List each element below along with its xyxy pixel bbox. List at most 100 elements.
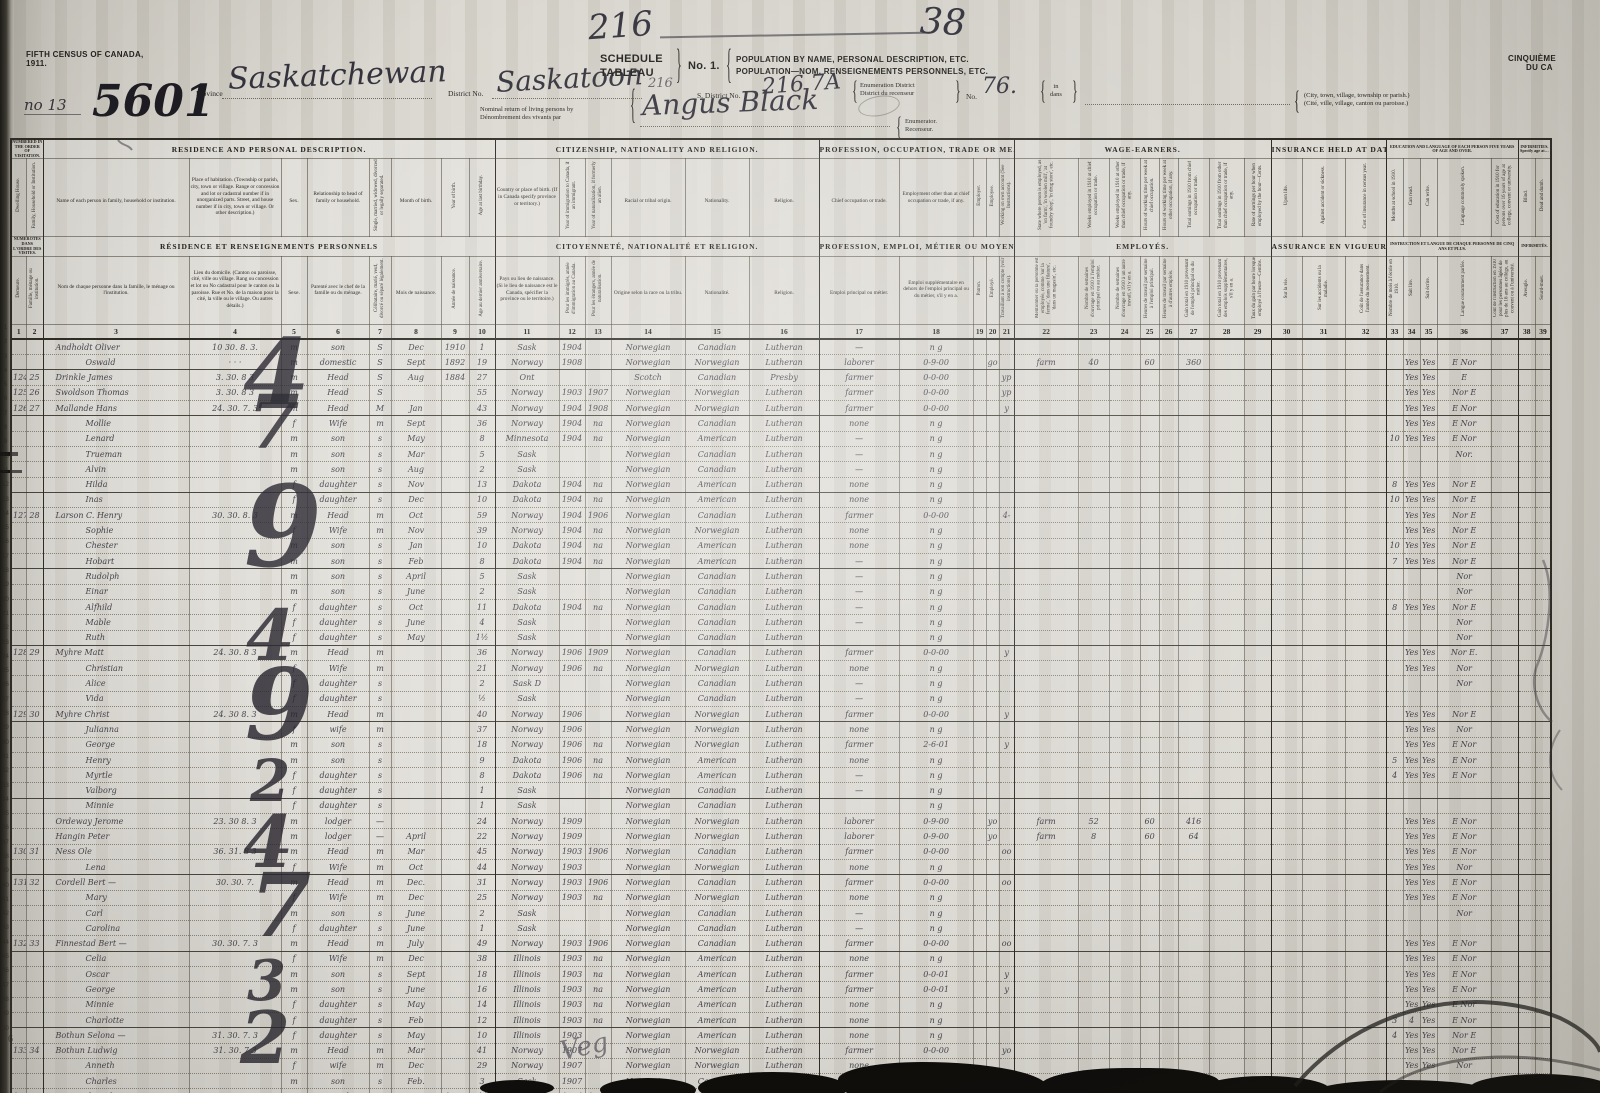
data-cell: [998, 522, 1015, 539]
data-cell: [1108, 415, 1141, 432]
data-cell: [1077, 446, 1110, 463]
data-cell: Presby: [748, 369, 820, 386]
data-cell: [1139, 737, 1160, 753]
data-cell: daughter: [306, 599, 370, 616]
data-cell: [440, 385, 470, 402]
data-cell: n g: [898, 599, 974, 616]
data-cell: [1344, 337, 1387, 356]
data-cell: 1908: [584, 400, 612, 417]
data-cell: [1243, 782, 1272, 799]
data-cell: Yes: [1402, 813, 1421, 830]
data-cell: [1208, 385, 1245, 402]
data-cell: [972, 385, 987, 402]
data-cell: Yes: [1402, 354, 1421, 371]
data-cell: [985, 859, 1000, 876]
data-cell: [1301, 782, 1346, 799]
data-cell: Lutheran: [748, 675, 820, 692]
data-cell: [188, 721, 282, 738]
data-cell: [1077, 507, 1110, 524]
gutter-line-number: 34: [2, 796, 9, 803]
data-cell: [1436, 920, 1492, 937]
data-cell: m: [280, 461, 308, 478]
data-cell: go: [985, 354, 1000, 371]
data-cell: 132: [10, 935, 27, 952]
data-cell: [818, 630, 900, 646]
data-cell: [1208, 660, 1245, 677]
data-cell: [1139, 431, 1160, 447]
data-cell: [998, 415, 1015, 432]
data-cell: [972, 492, 987, 509]
data-cell: [1534, 446, 1552, 463]
data-cell: [1534, 752, 1552, 769]
data-cell: laborer: [818, 828, 900, 845]
data-cell: 10: [1385, 492, 1404, 509]
data-cell: [440, 645, 470, 662]
data-cell: [1208, 553, 1245, 570]
data-cell: 1904: [558, 400, 586, 417]
data-cell: June: [390, 614, 442, 631]
data-cell: [1402, 691, 1421, 708]
data-cell: [1419, 337, 1438, 356]
header-cell: Hours of working time per week at other …: [1158, 158, 1179, 238]
data-cell: [1534, 767, 1552, 784]
data-cell: none: [818, 1027, 900, 1044]
data-cell: [1517, 369, 1536, 386]
data-cell: farmer: [818, 981, 900, 998]
data-cell: oo: [998, 874, 1015, 891]
enum-district-fr: District du recenseur: [860, 89, 915, 97]
data-cell: [998, 584, 1015, 600]
data-cell: [1517, 951, 1536, 968]
data-cell: Head: [306, 874, 370, 891]
data-cell: [1177, 798, 1210, 815]
data-cell: [985, 522, 1000, 539]
data-cell: 1903: [558, 874, 586, 891]
data-cell: Lutheran: [748, 721, 820, 738]
data-cell: 1907: [584, 385, 612, 402]
data-cell: [1139, 568, 1160, 585]
data-cell: Norwegian: [610, 737, 686, 753]
data-cell: s: [368, 553, 392, 570]
data-cell: [1013, 691, 1079, 708]
data-cell: [1534, 798, 1552, 815]
data-cell: [998, 337, 1015, 356]
data-cell: m: [368, 706, 392, 723]
data-cell: [10, 859, 27, 876]
data-cell: 39: [468, 522, 496, 539]
data-cell: n g: [898, 431, 974, 447]
data-cell: [1139, 630, 1160, 646]
data-cell: Julianna: [42, 721, 190, 738]
data-cell: [1534, 691, 1552, 708]
data-cell: [440, 691, 470, 708]
data-cell: [440, 767, 470, 784]
data-cell: Yes: [1402, 951, 1421, 968]
data-cell: Lenard: [42, 431, 190, 447]
data-cell: [25, 691, 44, 708]
data-cell: [972, 538, 987, 555]
data-cell: [1301, 337, 1346, 356]
data-cell: [985, 737, 1000, 753]
data-cell: [25, 859, 44, 876]
column-number: 5: [280, 323, 308, 340]
data-cell: f: [280, 782, 308, 799]
data-cell: [1013, 461, 1079, 478]
data-cell: [1177, 568, 1210, 585]
data-cell: na: [584, 415, 612, 432]
data-cell: [1013, 553, 1079, 570]
data-cell: [1517, 492, 1536, 509]
data-cell: E Nor: [1436, 1012, 1492, 1029]
data-cell: [1208, 828, 1245, 845]
data-cell: [1301, 507, 1346, 524]
column-number: 21: [998, 323, 1015, 340]
data-cell: Lutheran: [748, 706, 820, 723]
data-cell: [1344, 507, 1387, 524]
data-cell: n g: [898, 691, 974, 708]
table-row: Valborg f daughter s 1 Sask Norwegian Canadian L…: [10, 782, 1552, 799]
data-cell: [188, 675, 282, 692]
data-cell: —: [818, 782, 900, 799]
data-cell: 36: [468, 645, 496, 662]
header-cell: Sourd-muet.: [1534, 255, 1552, 325]
data-cell: [25, 538, 44, 555]
data-cell: [985, 767, 1000, 784]
column-number: 20: [985, 323, 1000, 340]
